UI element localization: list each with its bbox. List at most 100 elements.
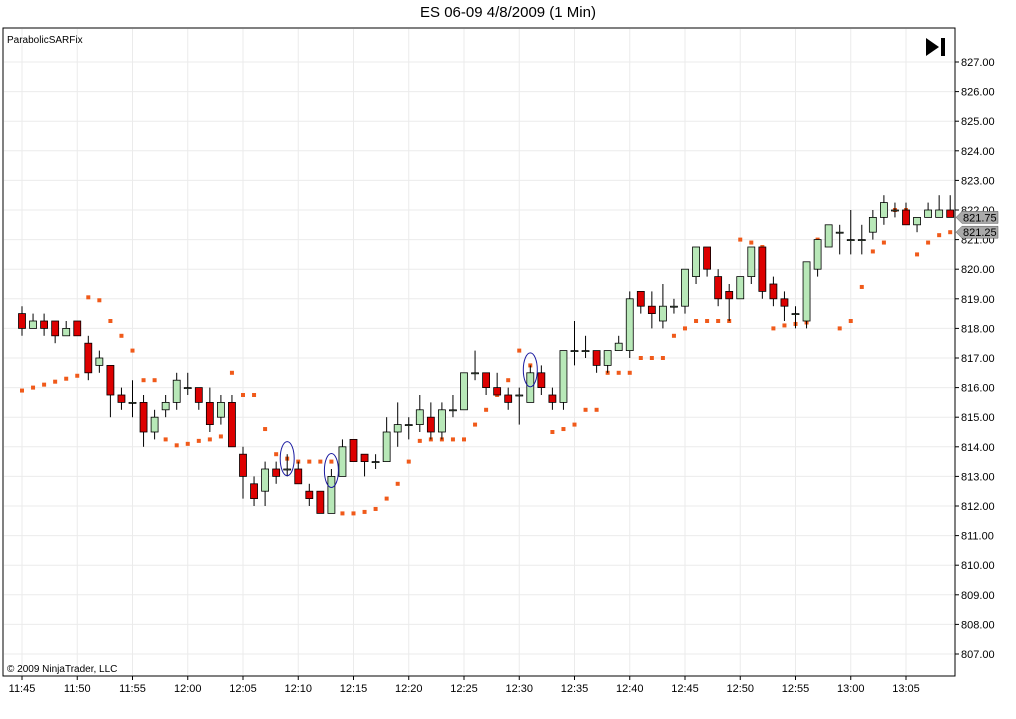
sar-dot [362, 509, 367, 514]
candle [239, 446, 247, 499]
sar-dot [130, 348, 135, 353]
sar-dot [31, 385, 36, 390]
candle [404, 417, 413, 440]
sar-dot [594, 407, 599, 412]
candle [725, 284, 734, 321]
sar-dot [782, 323, 787, 328]
candle [647, 291, 656, 329]
y-tick-label: 818.00 [961, 323, 995, 335]
x-tick-label: 12:50 [726, 683, 754, 695]
candle [294, 461, 303, 485]
candle [40, 313, 48, 336]
plot-area[interactable] [2, 27, 956, 677]
candle [758, 246, 767, 299]
y-tick-label: 810.00 [961, 560, 995, 572]
candle [548, 387, 557, 410]
sar-dot [870, 249, 875, 254]
y-tick-label: 827.00 [961, 57, 995, 69]
sar-dot [561, 427, 566, 432]
y-tick-label: 815.00 [961, 412, 995, 424]
skip-to-end-icon[interactable] [922, 34, 948, 60]
sar-dot [627, 370, 632, 375]
candle [73, 320, 82, 337]
sar-dot [119, 333, 124, 338]
sar-dot [517, 348, 522, 353]
sar-dot [241, 393, 245, 397]
candle [526, 365, 535, 403]
price-marker-upper-text: 821.75 [963, 212, 997, 224]
candle [592, 350, 601, 373]
candle [338, 439, 347, 477]
sar-dot [638, 356, 643, 360]
candle [371, 454, 380, 469]
candle [194, 387, 203, 410]
x-tick-label: 11:45 [9, 683, 36, 695]
sar-dot [948, 230, 953, 235]
candle [614, 335, 623, 352]
candle [183, 372, 192, 395]
x-tick-label: 12:45 [671, 683, 699, 695]
y-tick-label: 809.00 [961, 590, 995, 602]
x-tick-label: 12:05 [229, 683, 257, 695]
candle [769, 276, 778, 307]
candle [272, 461, 281, 484]
candle [205, 387, 214, 432]
candle [946, 195, 955, 218]
candle [736, 276, 745, 300]
x-tick-label: 12:35 [561, 683, 589, 695]
candle [106, 364, 115, 418]
y-tick-label: 819.00 [961, 294, 995, 306]
sar-dot [395, 481, 400, 486]
sar-dot [859, 284, 864, 289]
candle [791, 306, 800, 329]
y-tick-label: 825.00 [961, 116, 995, 128]
candle [681, 268, 689, 314]
sar-dot [64, 376, 69, 381]
sar-dot [207, 437, 212, 442]
y-tick-label: 820.00 [961, 264, 995, 276]
candle [857, 224, 866, 255]
x-tick-label: 12:20 [395, 683, 423, 695]
candle [625, 291, 634, 358]
sar-dot [462, 437, 466, 442]
chart-title: ES 06-09 4/8/2009 (1 Min) [420, 4, 596, 21]
candle [913, 216, 921, 233]
grid [4, 29, 954, 675]
y-tick-label: 811.00 [961, 531, 994, 543]
sar-dot [307, 459, 312, 464]
sar-dot [86, 295, 91, 300]
candle [471, 350, 479, 381]
sar-dot [937, 233, 942, 238]
sar-dot [329, 459, 334, 464]
sar-dot [340, 511, 345, 516]
candle [714, 269, 723, 307]
sar-dot [20, 388, 24, 393]
sar-dot [384, 496, 389, 501]
candle [780, 291, 789, 321]
sar-dot [506, 378, 511, 383]
y-tick-label: 824.00 [961, 146, 995, 158]
sar-dot [771, 326, 776, 331]
y-tick-label: 823.00 [961, 175, 995, 187]
sar-dot [926, 240, 931, 245]
y-tick-label: 816.00 [961, 383, 995, 395]
sar-dot [583, 407, 588, 412]
y-tick-label: 814.00 [961, 442, 995, 454]
candle [482, 372, 491, 395]
candle [824, 224, 833, 248]
sar-dot [141, 378, 146, 383]
candle [504, 387, 513, 410]
candle [924, 202, 932, 218]
sar-dot [351, 511, 356, 516]
candle [161, 395, 170, 418]
x-tick-label: 12:25 [450, 683, 478, 695]
candle [382, 417, 391, 463]
sar-dot [694, 319, 699, 323]
copyright-text: © 2009 NinjaTrader, LLC [7, 664, 117, 675]
y-tick-label: 826.00 [961, 87, 995, 99]
candle [935, 195, 944, 218]
x-tick-label: 13:00 [837, 683, 865, 695]
sar-dot [671, 333, 676, 338]
sar-dot [252, 393, 257, 397]
